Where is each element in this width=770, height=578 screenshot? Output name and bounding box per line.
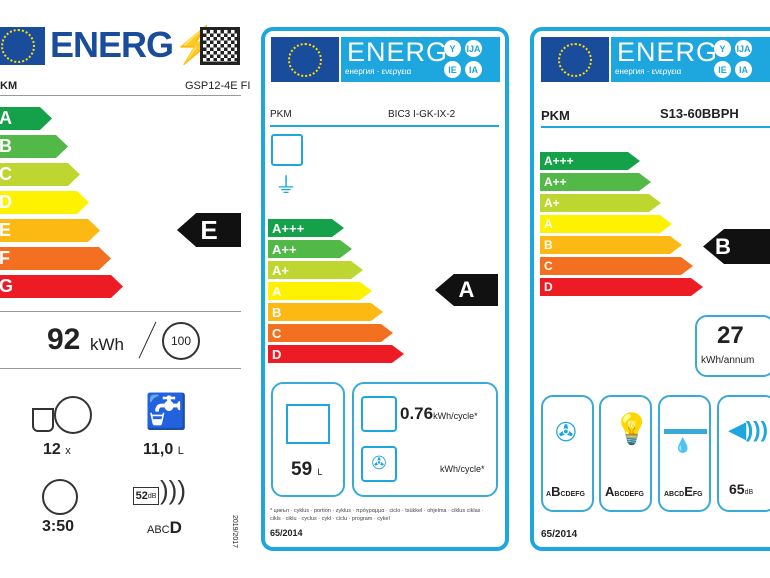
speaker-icon: 52 dB [133,487,159,505]
language-circle: IJA [735,40,752,57]
energy-banner: ENERG енергия · ενεργεια Y IJA IE IA [341,37,500,82]
electric-oven-icon [271,134,303,166]
regulation: 2019/2017 [231,514,239,549]
energy-class-bar-d: D [268,345,404,363]
oven-label [261,27,509,551]
grease-class: ABCDEFG [664,484,703,499]
energy-subtitle: енергия · ενεργεια [615,67,682,76]
model: BIC3 I-GK-IX-2 [388,109,456,120]
energy-title: ENERG [617,37,719,67]
language-circle: IE [714,61,731,78]
divider [0,311,241,312]
eu-flag-icon [0,27,45,65]
energy-unit: kWh [90,335,124,354]
energy-value: 92 [47,323,81,356]
language-circle: Y [714,40,731,57]
cycles-icon: 100 [162,322,200,360]
fluid-efficiency-box: ✇ ABCDEFG [541,395,594,512]
energy-class-bar-b: B [0,135,68,158]
model: S13-60BBPH [660,106,739,121]
volume-box: 59 L [271,382,345,497]
fluid-class: ABCDEFG [546,484,585,499]
water-tap-icon: 🚰 [145,393,188,431]
cycles-value: 100 [170,334,192,348]
energy-class-bar-aplus: A+ [540,194,661,212]
energy-class-bar-e: E [0,219,100,242]
annual-energy-box: 27 kWh/annum [695,315,770,377]
annual-energy: 27 [717,322,744,349]
language-circle: IE [444,61,461,78]
grease-filter-box: 💧 ABCDEFG [658,395,711,512]
energy-class-bar-aplusplus: A++ [540,173,651,191]
energy-class-bar-d: D [540,278,703,296]
sound-waves-icon: ))) [160,475,186,505]
energy-class-bar-aplus: A+ [268,261,363,279]
oven-cavity-icon [286,404,330,444]
regulation: 65/2014 [541,529,578,540]
divider [0,368,241,369]
energy-class-bar-c: C [0,163,80,186]
slash [138,321,157,359]
fan-icon: ✇ [555,417,577,447]
brand: PKM [270,109,292,120]
energy-logo: ENERG⚡ [50,24,218,66]
hood-label [530,27,770,551]
footnote: * цикъл · cyklus · portion · zyklus · πρ… [270,508,484,522]
divider [541,126,770,128]
language-circle: IJA [465,40,482,57]
energy-class-bar-d: D [0,191,89,214]
fan-consumption-unit: kWh/cycle* [440,464,485,474]
lighting-class: ABCDEFG [605,484,644,499]
energy-class-bar-a: A [0,107,52,130]
volume: 59 L [291,459,323,480]
plug-icon: ⏚ [275,173,298,198]
energy-class-bar-a: A [268,282,372,300]
noise-box: ◀))) 65dB [717,395,770,512]
rating-arrow: E [177,213,241,247]
language-circle: Y [444,40,461,57]
eu-flag-icon [541,37,609,82]
noise-class: ABCD [147,518,182,537]
place-settings: 12 x [43,441,71,458]
eu-flag-icon [271,37,339,82]
energy-class-bar-c: C [268,324,393,342]
dishes-icon [32,396,92,436]
energy-class-bar-aplusplusplus: A+++ [268,219,344,237]
energy-title: ENERG [347,37,449,67]
language-circle: IA [735,61,752,78]
qr-code-icon [200,27,240,65]
language-circle: IA [465,61,482,78]
energy-class-bar-b: B [540,236,682,254]
energy-title: ENERG [50,24,174,65]
conventional-consumption: 0.76kWh/cycle* [400,404,478,423]
filter-icon [664,429,707,434]
energy-subtitle: енергия · ενεργεια [345,67,412,76]
energy-class-bar-aplusplus: A++ [268,240,352,258]
energy-class-bar-f: F [0,247,111,270]
divider [270,125,499,127]
brand: KM [0,80,18,92]
energy-class-bar-b: B [268,303,383,321]
annual-energy-unit: kWh/annum [701,355,755,366]
divider [0,95,241,96]
energy-class-bar-c: C [540,257,693,275]
speaker-icon: ◀))) [729,417,768,442]
conventional-mode-icon [361,396,397,432]
energy-class-bar-g: G [0,275,123,298]
light-bulb-icon: 💡 [613,413,651,446]
droplets-icon: 💧 [674,437,692,453]
noise-level: 65dB [729,481,754,497]
fan-mode-icon: ✇ [361,446,397,482]
energy-class-bar-aplusplusplus: A+++ [540,152,640,170]
energy-class-bar-a: A [540,215,672,233]
lighting-efficiency-box: 💡 ABCDEFG [599,395,652,512]
brand: PKM [541,108,570,123]
water-consumption: 11,0 L [143,441,184,458]
clock-icon [42,479,78,515]
energy-banner: ENERG енергия · ενεργεια Y IJA IE IA [611,37,770,82]
duration: 3:50 [42,518,75,535]
energy-consumption-box: 0.76kWh/cycle* ✇ kWh/cycle* [352,382,498,497]
regulation: 65/2014 [270,528,303,538]
model: GSP12-4E FI [185,80,251,92]
